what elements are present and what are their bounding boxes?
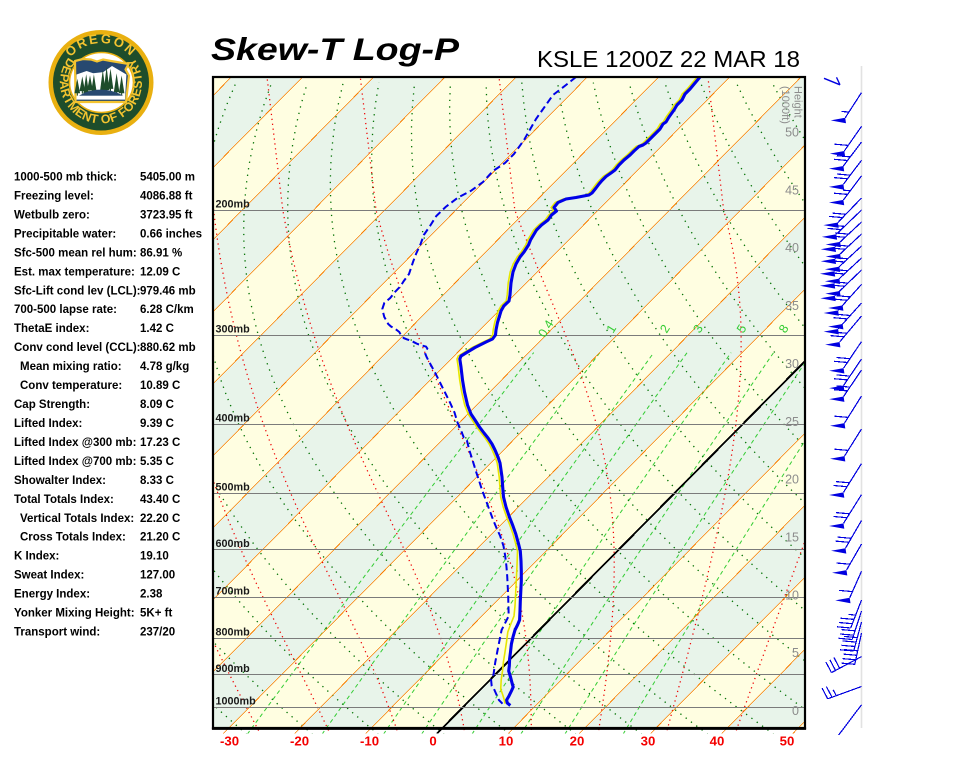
svg-text:Lifted Index @300 mb:: Lifted Index @300 mb:: [14, 437, 136, 449]
svg-text:5.35 C: 5.35 C: [140, 456, 174, 468]
svg-text:50: 50: [785, 126, 799, 140]
svg-text:(1000ft): (1000ft): [779, 86, 791, 124]
svg-text:5K+ ft: 5K+ ft: [140, 608, 172, 620]
svg-text:50: 50: [780, 734, 795, 749]
svg-text:Mean mixing ratio:: Mean mixing ratio:: [20, 361, 122, 373]
svg-text:35: 35: [785, 299, 799, 313]
svg-text:0.66 inches: 0.66 inches: [140, 228, 202, 240]
svg-text:86.91 %: 86.91 %: [140, 247, 182, 259]
svg-text:Conv temperature:: Conv temperature:: [20, 380, 122, 392]
svg-text:0: 0: [792, 704, 799, 718]
svg-text:45: 45: [785, 183, 799, 197]
svg-text:800mb: 800mb: [216, 627, 251, 639]
svg-text:12.09 C: 12.09 C: [140, 266, 180, 278]
svg-text:-20: -20: [290, 734, 309, 749]
svg-text:KSLE 1200Z 22 MAR 18: KSLE 1200Z 22 MAR 18: [537, 46, 800, 72]
svg-text:127.00: 127.00: [140, 570, 175, 582]
svg-text:300mb: 300mb: [216, 324, 251, 336]
svg-text:Lifted Index @700 mb:: Lifted Index @700 mb:: [14, 456, 136, 468]
svg-text:40: 40: [710, 734, 725, 749]
svg-text:Lifted Index:: Lifted Index:: [14, 418, 82, 430]
svg-text:40: 40: [785, 241, 799, 255]
svg-text:Cap Strength:: Cap Strength:: [14, 399, 90, 411]
svg-text:1000-500 mb thick:: 1000-500 mb thick:: [14, 172, 117, 184]
svg-text:10: 10: [785, 588, 799, 602]
svg-text:200mb: 200mb: [216, 199, 251, 211]
svg-text:Height: Height: [792, 86, 804, 118]
svg-text:Sweat Index:: Sweat Index:: [14, 570, 84, 582]
svg-text:0: 0: [429, 734, 436, 749]
svg-text:400mb: 400mb: [216, 413, 251, 425]
svg-text:3723.95 ft: 3723.95 ft: [140, 209, 193, 221]
svg-text:17.23 C: 17.23 C: [140, 437, 180, 449]
svg-text:43.40 C: 43.40 C: [140, 494, 180, 506]
svg-text:20: 20: [570, 734, 585, 749]
svg-text:5405.00 m: 5405.00 m: [140, 172, 195, 184]
svg-text:ThetaE index:: ThetaE index:: [14, 323, 89, 335]
svg-text:237/20: 237/20: [140, 627, 175, 639]
svg-text:500mb: 500mb: [216, 482, 251, 494]
svg-text:Wetbulb zero:: Wetbulb zero:: [14, 209, 90, 221]
svg-text:6.28 C/km: 6.28 C/km: [140, 304, 194, 316]
svg-text:Vertical Totals Index:: Vertical Totals Index:: [20, 513, 134, 525]
svg-text:30: 30: [641, 734, 656, 749]
svg-text:5: 5: [792, 646, 799, 660]
svg-text:Sfc-Lift cond lev (LCL):: Sfc-Lift cond lev (LCL):: [14, 285, 141, 297]
svg-text:Energy Index:: Energy Index:: [14, 589, 90, 601]
svg-text:700mb: 700mb: [216, 585, 251, 597]
svg-text:4.78 g/kg: 4.78 g/kg: [140, 361, 189, 373]
svg-text:880.62 mb: 880.62 mb: [140, 342, 196, 354]
svg-text:Showalter Index:: Showalter Index:: [14, 475, 106, 487]
svg-text:Est. max temperature:: Est. max temperature:: [14, 266, 135, 278]
svg-text:1000mb: 1000mb: [216, 696, 257, 708]
svg-text:Skew-T Log-P: Skew-T Log-P: [211, 31, 460, 67]
svg-text:K Index:: K Index:: [14, 551, 59, 563]
svg-text:30: 30: [785, 357, 799, 371]
svg-text:8.33 C: 8.33 C: [140, 475, 174, 487]
svg-text:19.10: 19.10: [140, 551, 169, 563]
svg-text:10: 10: [499, 734, 514, 749]
svg-text:-10: -10: [360, 734, 379, 749]
svg-text:Yonker Mixing Height:: Yonker Mixing Height:: [14, 608, 135, 620]
svg-text:Conv cond level (CCL):: Conv cond level (CCL):: [14, 342, 141, 354]
svg-text:700-500 lapse rate:: 700-500 lapse rate:: [14, 304, 117, 316]
svg-text:20: 20: [785, 473, 799, 487]
svg-text:900mb: 900mb: [216, 663, 251, 675]
svg-text:22.20 C: 22.20 C: [140, 513, 180, 525]
svg-text:8.09 C: 8.09 C: [140, 399, 174, 411]
svg-text:25: 25: [785, 415, 799, 429]
svg-text:15: 15: [785, 531, 799, 545]
svg-text:Transport wind:: Transport wind:: [14, 627, 100, 639]
svg-text:Sfc-500 mean rel hum:: Sfc-500 mean rel hum:: [14, 247, 137, 259]
svg-text:Cross Totals Index:: Cross Totals Index:: [20, 532, 126, 544]
svg-text:1.42 C: 1.42 C: [140, 323, 174, 335]
svg-text:-30: -30: [220, 734, 239, 749]
svg-text:Total Totals Index:: Total Totals Index:: [14, 494, 114, 506]
svg-text:Precipitable water:: Precipitable water:: [14, 228, 116, 240]
svg-text:Freezing level:: Freezing level:: [14, 191, 94, 203]
svg-text:2.38: 2.38: [140, 589, 163, 601]
svg-text:4086.88 ft: 4086.88 ft: [140, 191, 193, 203]
svg-text:10.89 C: 10.89 C: [140, 380, 180, 392]
svg-text:9.39 C: 9.39 C: [140, 418, 174, 430]
svg-text:979.46 mb: 979.46 mb: [140, 285, 196, 297]
svg-text:600mb: 600mb: [216, 538, 251, 550]
svg-text:21.20 C: 21.20 C: [140, 532, 180, 544]
